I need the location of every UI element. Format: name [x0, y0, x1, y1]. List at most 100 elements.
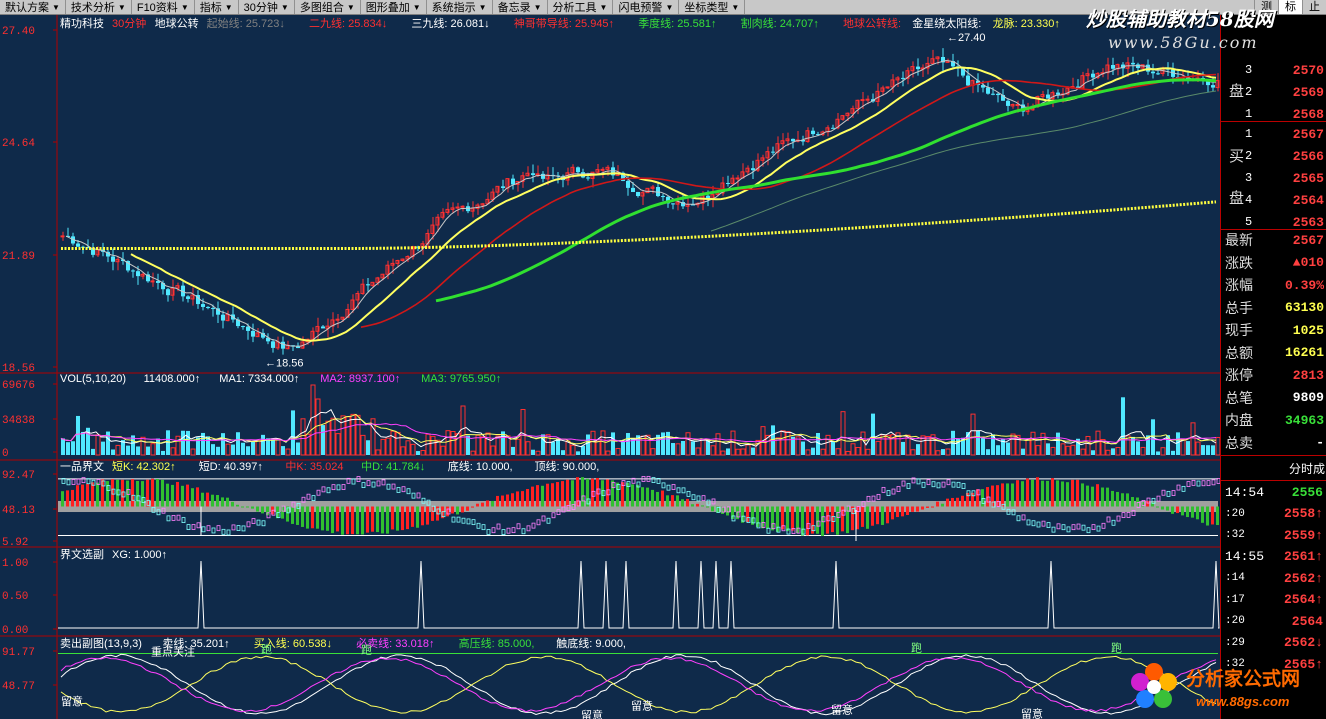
dropdown-arrow-icon: ▼	[280, 2, 289, 12]
kd-mid-bar	[911, 506, 914, 512]
candle-body	[186, 296, 190, 299]
volume-bar	[956, 438, 960, 455]
toolbar-menu-3[interactable]: 指标 ▼	[195, 0, 239, 14]
buy-group-label-2: 盘	[1229, 190, 1245, 207]
volume-bar	[735, 448, 741, 456]
candle-body	[865, 98, 870, 101]
kd-short-mark	[501, 529, 506, 535]
kd-short-mark	[691, 494, 696, 501]
kd-short-mark	[451, 516, 456, 523]
volume-bar	[1001, 438, 1005, 455]
toolbar-menu-9[interactable]: 分析工具 ▼	[548, 0, 614, 14]
kd-short-mark	[1071, 524, 1076, 531]
volume-bar	[941, 449, 945, 455]
volume-bar	[531, 449, 535, 455]
tick-time: 14:54	[1225, 484, 1265, 500]
volume-bar	[76, 415, 80, 455]
candle-body	[211, 308, 215, 310]
chart-area[interactable]: 27.40 24.64 21.89 18.56 69676 34838 0 92.47 48.1…	[0, 15, 1220, 719]
candle-body	[1001, 95, 1005, 101]
kd-mid-bar	[791, 506, 794, 531]
kd-mid-bar	[1206, 506, 1209, 526]
volume-bar	[1131, 436, 1135, 455]
sell-group-label: 盘	[1229, 83, 1245, 100]
kd-short-mark	[1086, 527, 1091, 534]
dropdown-arrow-icon: ▼	[180, 2, 189, 12]
volume-bar	[281, 446, 285, 455]
toolbar-menu-0[interactable]: 默认方案 ▼	[0, 0, 66, 14]
kd-mid-bar	[476, 503, 479, 507]
kd-mid-bar	[1211, 506, 1214, 525]
stat-label: 总手	[1225, 299, 1253, 316]
kd-short-mark	[931, 481, 936, 488]
volume-bar	[416, 451, 420, 455]
kd-mid-bar	[1156, 506, 1159, 508]
volume-bar	[726, 448, 730, 455]
volume-bar	[490, 445, 496, 456]
candle-body	[661, 196, 665, 198]
tick-price: 2562↓	[1283, 635, 1323, 650]
kd-short-mark	[361, 482, 366, 489]
volume-bar	[1080, 448, 1086, 456]
buy-level-index: 2	[1245, 149, 1253, 163]
toolbar-menu-1[interactable]: 技术分析 ▼	[66, 0, 132, 14]
volume-bar	[970, 413, 976, 456]
kd-short-mark	[176, 514, 181, 521]
tick-price: 2564↑	[1283, 592, 1323, 607]
toolbar-tab-1[interactable]: 标	[1278, 0, 1302, 14]
y-tick-label: 69676	[2, 380, 35, 392]
volume-bar	[935, 450, 941, 456]
toolbar-menu-8[interactable]: 备忘录 ▼	[493, 0, 548, 14]
volume-bar	[136, 446, 140, 455]
kd-mid-bar	[166, 483, 169, 507]
kd-short-mark	[71, 479, 76, 485]
volume-bar	[466, 435, 470, 455]
toolbar-menu-11[interactable]: 坐标类型 ▼	[679, 0, 746, 14]
tick-tab[interactable]: 分时成	[1221, 455, 1326, 481]
volume-bar	[871, 413, 875, 455]
kd-short-mark	[801, 528, 806, 535]
toolbar-menu-2[interactable]: F10资料 ▼	[132, 0, 195, 14]
toolbar-menu-4[interactable]: 30分钟 ▼	[239, 0, 295, 14]
toolbar-menu-5[interactable]: 多图组合 ▼	[295, 0, 361, 14]
chart-canvas[interactable]: 27.40 24.64 21.89 18.56 69676 34838 0 92.47 48.1…	[0, 15, 1220, 719]
volume-bar	[645, 434, 651, 456]
kd-short-mark	[561, 506, 566, 513]
kd-mid-bar	[1166, 506, 1169, 511]
indicator-value: 起始线: 25.723↓	[207, 16, 285, 30]
kd-mid-bar	[241, 506, 244, 508]
candle-body	[961, 68, 965, 76]
toolbar-tab-0[interactable]: 测	[1254, 0, 1278, 14]
candle-body	[251, 330, 255, 337]
candle-body	[996, 93, 1000, 96]
toolbar-menu-label: 图形叠加	[365, 2, 410, 14]
toolbar-tab-2[interactable]: 止	[1302, 0, 1326, 14]
candle-body	[400, 258, 405, 261]
volume-bar	[241, 442, 245, 455]
candle-body	[1156, 73, 1160, 75]
candle-body	[745, 167, 750, 173]
kd-mid-bar	[311, 506, 314, 529]
candle-body	[671, 203, 675, 205]
kd-mid-bar	[896, 506, 899, 518]
kd-short-mark	[986, 496, 991, 503]
volume-bar	[186, 430, 190, 455]
toolbar-menu-10[interactable]: 闪电预警 ▼	[613, 0, 680, 14]
kd-short-mark	[676, 487, 681, 494]
panel-field: MA3: 9765.950↑	[421, 373, 501, 385]
buy-line	[60, 655, 1217, 714]
kd-short-mark	[101, 480, 106, 487]
candle-body	[161, 282, 165, 290]
stat-label: 总笔	[1225, 389, 1253, 406]
volume-bar	[1100, 439, 1106, 456]
candle-body	[706, 195, 710, 200]
toolbar-menu-6[interactable]: 图形叠加 ▼	[361, 0, 427, 14]
kd-short-mark	[556, 509, 561, 516]
candle-body	[916, 66, 920, 70]
toolbar-menu-7[interactable]: 系统指示 ▼	[427, 0, 493, 14]
kd-mid-bar	[171, 484, 174, 507]
kd-mid-bar	[206, 492, 209, 507]
candle-body	[390, 262, 395, 266]
kd-short-mark	[481, 524, 486, 531]
volume-bar	[216, 446, 220, 455]
